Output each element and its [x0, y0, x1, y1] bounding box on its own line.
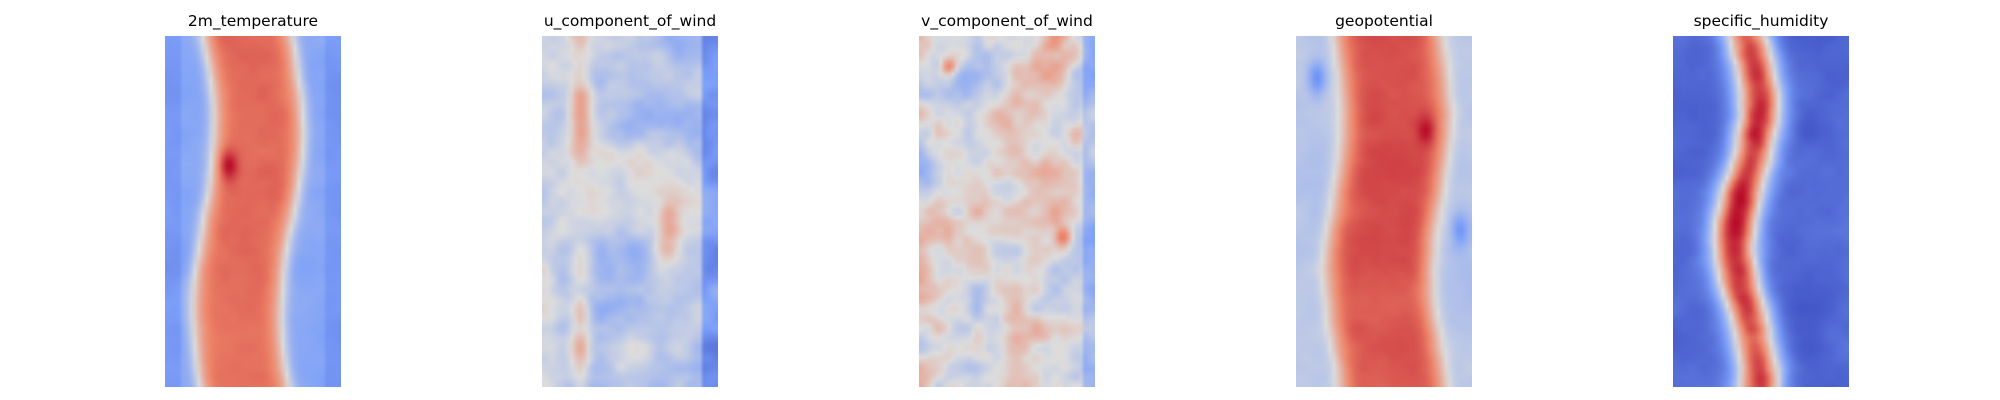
panel-title: u_component_of_wind: [543, 12, 717, 30]
geopotential-heatmap: [1296, 36, 1472, 387]
panel-u-component-of-wind: u_component_of_wind: [542, 0, 718, 400]
panel-title: 2m_temperature: [187, 12, 319, 30]
humidity-heatmap: [1673, 36, 1849, 387]
panel-geopotential: geopotential: [1296, 0, 1472, 400]
panel-title: v_component_of_wind: [921, 12, 1093, 30]
panel-specific-humidity: specific_humidity: [1673, 0, 1849, 400]
temperature-heatmap: [165, 36, 341, 387]
v-wind-heatmap: [919, 36, 1095, 387]
panel-v-component-of-wind: v_component_of_wind: [919, 0, 1095, 400]
panel-2m-temperature: 2m_temperature: [165, 0, 341, 400]
panel-title: specific_humidity: [1693, 12, 1829, 30]
panel-title: geopotential: [1335, 12, 1433, 30]
u-wind-heatmap: [542, 36, 718, 387]
